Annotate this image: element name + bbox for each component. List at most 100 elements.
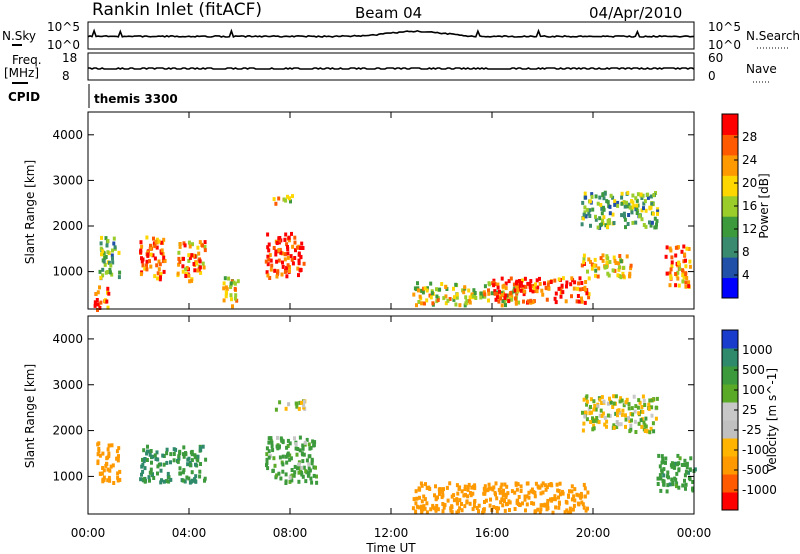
heatmap-cell [435, 287, 438, 292]
heatmap-cell [685, 465, 689, 470]
heatmap-cell [148, 452, 152, 457]
colorbar-segment [722, 216, 738, 238]
heatmap-cell [595, 416, 599, 420]
heatmap-cell [442, 505, 446, 510]
heatmap-cell [455, 497, 459, 502]
heatmap-cell [632, 394, 636, 399]
velocity-colorbar-ticks: -1000 -500 -100 -25 25 100 500 1000 [734, 343, 777, 497]
heatmap-cell [312, 443, 316, 448]
heatmap-cell [118, 477, 122, 482]
heatmap-cell [612, 394, 616, 399]
heatmap-cell [96, 302, 100, 307]
heatmap-cell [471, 507, 475, 512]
heatmap-cell [581, 287, 585, 291]
power-heatmap [93, 190, 692, 312]
heatmap-cell [605, 419, 609, 424]
heatmap-cell [557, 505, 561, 510]
heatmap-cell [500, 276, 504, 281]
heatmap-cell [618, 265, 621, 270]
heatmap-cell [580, 281, 584, 285]
heatmap-cell [283, 237, 287, 242]
heatmap-cell [508, 508, 511, 512]
heatmap-cell [166, 471, 170, 476]
heatmap-cell [580, 494, 584, 499]
velocity-heatmap [96, 394, 697, 515]
heatmap-cell [677, 467, 681, 472]
heatmap-cell [600, 206, 604, 211]
heatmap-cell [582, 212, 586, 217]
heatmap-cell [116, 455, 120, 460]
heatmap-cell [543, 281, 546, 286]
heatmap-cell [415, 287, 418, 292]
heatmap-cell [616, 203, 620, 208]
heatmap-cell [295, 452, 299, 457]
heatmap-cell [101, 267, 105, 272]
heatmap-cell [601, 258, 605, 263]
heatmap-cell [415, 496, 419, 501]
heatmap-cell [117, 250, 121, 255]
heatmap-cell [157, 267, 161, 272]
heatmap-cell [149, 449, 153, 453]
heatmap-cell [624, 424, 627, 429]
heatmap-cell [627, 213, 631, 217]
colorbar-segment [722, 402, 738, 421]
heatmap-cell [588, 199, 592, 204]
heatmap-cell [577, 493, 581, 498]
heatmap-cell [149, 246, 153, 251]
heatmap-cell [635, 198, 639, 203]
heatmap-cell [503, 299, 507, 304]
heatmap-cell [149, 470, 153, 475]
heatmap-cell [145, 235, 149, 240]
heatmap-cell [579, 491, 583, 496]
heatmap-cell [494, 297, 498, 302]
heatmap-cell [658, 464, 662, 469]
heatmap-cell [93, 300, 97, 305]
heatmap-cell [523, 494, 527, 499]
heatmap-cell [441, 502, 445, 506]
heatmap-cell [487, 291, 491, 296]
heatmap-cell [576, 294, 580, 298]
heatmap-cell [647, 402, 651, 407]
heatmap-cell [268, 253, 272, 258]
heatmap-cell [483, 500, 486, 504]
heatmap-cell [630, 418, 633, 423]
heatmap-cell [294, 401, 298, 406]
heatmap-cell [602, 215, 606, 220]
heatmap-cell [557, 500, 561, 505]
heatmap-cell [519, 288, 523, 293]
heatmap-cell [606, 271, 610, 276]
heatmap-cell [224, 290, 228, 295]
heatmap-cell [102, 468, 106, 473]
heatmap-cell [185, 271, 189, 276]
heatmap-cell [589, 405, 592, 409]
heatmap-cell [429, 295, 433, 300]
heatmap-cell [529, 298, 533, 303]
heatmap-cell [107, 475, 111, 480]
heatmap-cell [155, 240, 159, 245]
heatmap-cell [630, 199, 634, 203]
heatmap-cell [96, 290, 100, 295]
nsearch-label: N.Search [746, 29, 800, 43]
heatmap-cell [575, 299, 579, 304]
nsky-panel-frame [87, 21, 695, 50]
heatmap-cell [448, 481, 452, 486]
heatmap-cell [489, 497, 492, 502]
heatmap-cell [526, 481, 530, 486]
heatmap-cell [265, 457, 269, 462]
heatmap-cell [651, 421, 655, 426]
heatmap-cell [565, 284, 568, 289]
heatmap-cell [583, 486, 587, 491]
heatmap-cell [676, 245, 680, 250]
heatmap-cell [140, 256, 143, 261]
heatmap-cell [586, 269, 589, 274]
heatmap-cell [269, 436, 273, 441]
heatmap-cell [592, 423, 596, 428]
heatmap-cell [689, 456, 693, 461]
heatmap-cell [596, 225, 600, 230]
heatmap-cell [270, 263, 274, 268]
heatmap-cell [463, 303, 467, 308]
heatmap-cell [187, 253, 191, 258]
heatmap-cell [190, 278, 194, 283]
heatmap-cell [533, 494, 537, 499]
